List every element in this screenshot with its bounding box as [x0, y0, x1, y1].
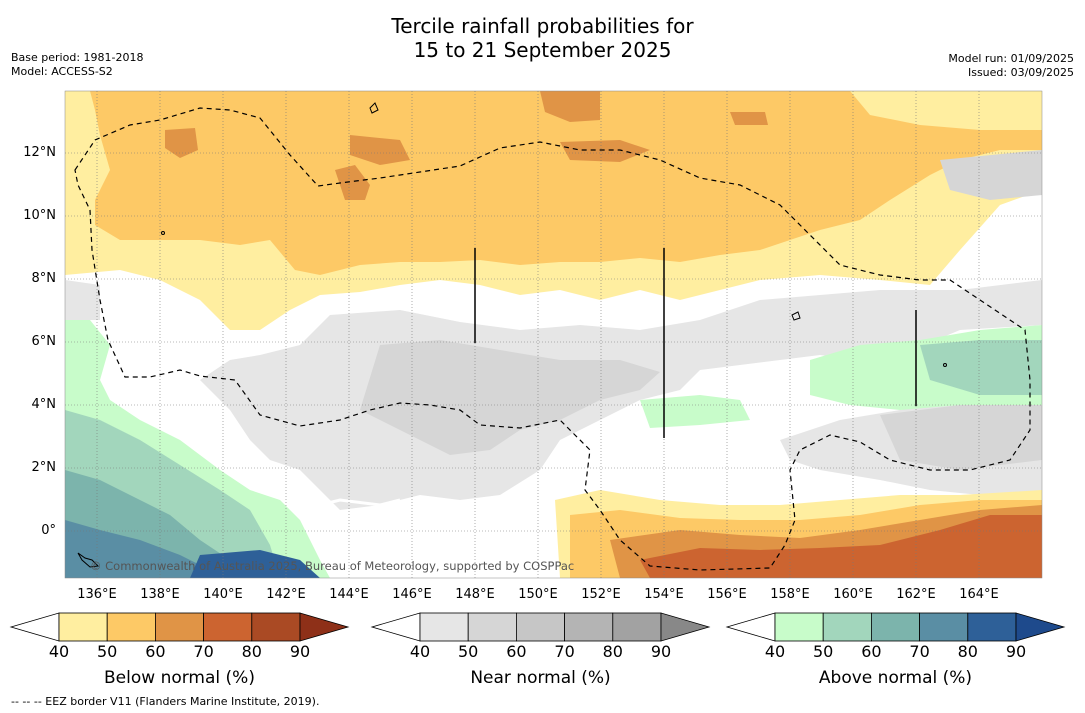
- colorbar-tick-label: 90: [289, 642, 311, 661]
- meta-left: Base period: 1981-2018 Model: ACCESS-S2: [11, 51, 143, 79]
- model-run: Model run: 01/09/2025: [948, 52, 1074, 65]
- lon-label: 142°E: [266, 587, 306, 602]
- near-normal-label: Near normal (%): [470, 668, 611, 688]
- colorbar-segment: [967, 612, 1017, 642]
- colorbar-extend-high: [299, 612, 350, 642]
- title-line-1: Tercile rainfall probabilities for: [391, 14, 694, 38]
- colorbar-tick-label: 50: [458, 642, 479, 661]
- colorbar-segment: [154, 612, 204, 642]
- colorbar-segment: [612, 612, 662, 642]
- below-normal-colorbar: [9, 612, 350, 642]
- near-normal-50-region: [65, 280, 100, 320]
- colorbar-segment: [919, 612, 969, 642]
- map-title: Tercile rainfall probabilities for 15 to…: [0, 14, 1085, 62]
- colorbar-tick-label: 90: [1005, 642, 1027, 661]
- colorbar-tick-label: 70: [193, 642, 214, 661]
- lon-label: 148°E: [455, 587, 495, 602]
- grid-lines: [65, 91, 1042, 578]
- lon-label: 156°E: [707, 587, 747, 602]
- colorbar-tick-label: 90: [650, 642, 672, 661]
- lat-label: 2°N: [31, 460, 57, 475]
- colorbar-extend-high: [660, 612, 711, 642]
- lon-label: 154°E: [644, 587, 684, 602]
- eez-border: [74, 107, 1031, 571]
- colorbars: [9, 612, 1066, 642]
- colorbar-tick-label: 40: [409, 642, 431, 661]
- below-normal-label: Below normal (%): [104, 668, 255, 688]
- eez-footnote: -- -- -- EEZ border V11 (Flanders Marine…: [11, 695, 320, 708]
- colorbar-tick-label: 80: [602, 642, 623, 661]
- lon-label: 164°E: [959, 587, 999, 602]
- near-normal-colorbar: [370, 612, 711, 642]
- lat-label: 0°: [41, 523, 56, 538]
- colorbar-tick-label: 50: [813, 642, 834, 661]
- model-name: Model: ACCESS-S2: [11, 65, 113, 78]
- lon-label: 136°E: [77, 587, 117, 602]
- colorbar-segment: [467, 612, 517, 642]
- lon-label: 146°E: [392, 587, 432, 602]
- meta-right: Model run: 01/09/2025 Issued: 03/09/2025: [948, 52, 1074, 80]
- issued-date: Issued: 03/09/2025: [967, 66, 1074, 79]
- lat-label: 12°N: [23, 145, 56, 160]
- colorbar-tick-label: 60: [861, 642, 882, 661]
- colorbar-segment: [251, 612, 301, 642]
- colorbar-tick-label: 80: [241, 642, 262, 661]
- copyright-notice: © Commonwealth of Australia 2025, Bureau…: [90, 559, 575, 573]
- colorbar-segment: [106, 612, 156, 642]
- above-normal-label: Above normal (%): [818, 668, 973, 688]
- colorbar-segment: [822, 612, 872, 642]
- lon-label: 158°E: [770, 587, 810, 602]
- colorbar-segment: [871, 612, 921, 642]
- lon-label: 152°E: [581, 587, 621, 602]
- base-period: Base period: 1981-2018: [11, 51, 144, 64]
- colorbar-segment: [58, 612, 108, 642]
- lon-label: 150°E: [518, 587, 558, 602]
- lat-label: 8°N: [31, 271, 57, 286]
- colorbar-tick-label: 60: [145, 642, 166, 661]
- colorbar-tick-label: 40: [764, 642, 786, 661]
- colorbar-extend-low: [370, 612, 421, 642]
- colorbar-tick-label: 70: [554, 642, 575, 661]
- reference-lines: [474, 248, 917, 438]
- lon-label: 144°E: [329, 587, 369, 602]
- colorbar-segment: [774, 612, 824, 642]
- colorbar-tick-label: 40: [48, 642, 70, 661]
- colorbar-extend-high: [1015, 612, 1066, 642]
- lon-label: 160°E: [833, 587, 873, 602]
- colorbar-tick-label: 60: [506, 642, 527, 661]
- lon-label: 138°E: [140, 587, 180, 602]
- colorbar-segment: [419, 612, 469, 642]
- probability-map: [65, 91, 1042, 578]
- lon-label: 140°E: [203, 587, 243, 602]
- colorbar-segment: [516, 612, 566, 642]
- colorbar-tick-label: 50: [97, 642, 118, 661]
- colorbar-extend-low: [9, 612, 60, 642]
- above-normal-colorbar: [725, 612, 1066, 642]
- colorbar-tick-label: 70: [909, 642, 930, 661]
- near-normal-60-region: [360, 340, 660, 455]
- colorbar-extend-low: [725, 612, 776, 642]
- below-normal-70-patch: [540, 91, 600, 122]
- island-outlines: [77, 102, 947, 568]
- title-line-2: 15 to 21 September 2025: [413, 38, 672, 62]
- lat-label: 10°N: [23, 208, 56, 223]
- colorbar-segment: [564, 612, 614, 642]
- lat-label: 4°N: [31, 397, 57, 412]
- lon-label: 162°E: [896, 587, 936, 602]
- colorbar-segment: [203, 612, 253, 642]
- lat-label: 6°N: [31, 334, 57, 349]
- below-normal-60-region: [90, 91, 1042, 275]
- colorbar-tick-label: 80: [957, 642, 978, 661]
